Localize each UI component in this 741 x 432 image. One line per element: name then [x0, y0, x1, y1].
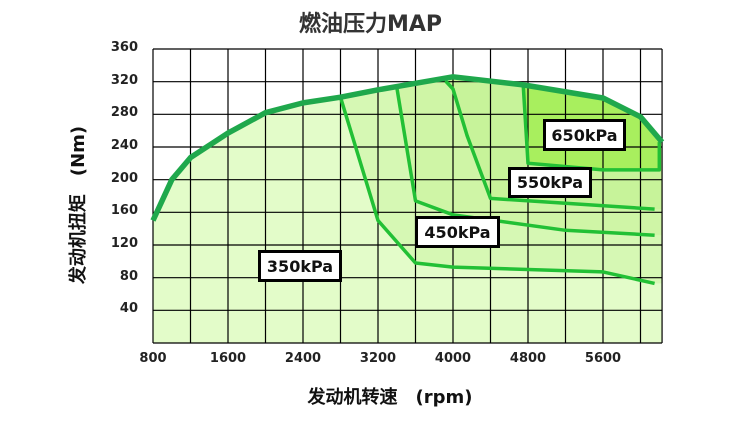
pressure-label-350kpa: 350kPa — [258, 250, 342, 282]
x-tick-label: 5600 — [584, 351, 622, 366]
contour-line-350kpa — [338, 96, 655, 286]
x-tick-label: 2400 — [284, 351, 322, 366]
x-tick-label: 800 — [139, 351, 167, 366]
contour-line-450kpa — [395, 87, 655, 237]
y-tick-label: 160 — [110, 203, 138, 219]
y-tick-label: 360 — [110, 40, 138, 55]
y-tick-label: 280 — [110, 105, 138, 121]
pressure-label-450kpa: 450kPa — [415, 216, 500, 248]
y-tick-label: 80 — [119, 268, 138, 284]
contour-line-550kpa — [444, 79, 655, 211]
x-tick-label: 3200 — [359, 351, 397, 366]
y-tick-label: 200 — [110, 170, 138, 186]
x-tick-label: 4000 — [434, 351, 472, 366]
y-tick-label: 240 — [110, 138, 138, 153]
full-load-curve — [150, 74, 665, 222]
pressure-label-650kpa: 650kPa — [543, 119, 626, 151]
y-tick-label: 320 — [110, 72, 138, 88]
chart-title: 燃油压力MAP — [298, 12, 443, 37]
x-tick-label: 4800 — [509, 351, 547, 366]
pressure-label-550kpa: 550kPa — [508, 167, 592, 198]
y-axis-label: 发动机扭矩 (Nm) — [68, 125, 89, 285]
x-tick-label: 1600 — [209, 351, 247, 366]
contour-line-650kpa — [521, 86, 662, 172]
y-tick-label: 120 — [110, 236, 138, 251]
y-tick-label: 40 — [119, 301, 138, 317]
x-axis-label: 发动机转速 (rpm) — [307, 387, 473, 408]
